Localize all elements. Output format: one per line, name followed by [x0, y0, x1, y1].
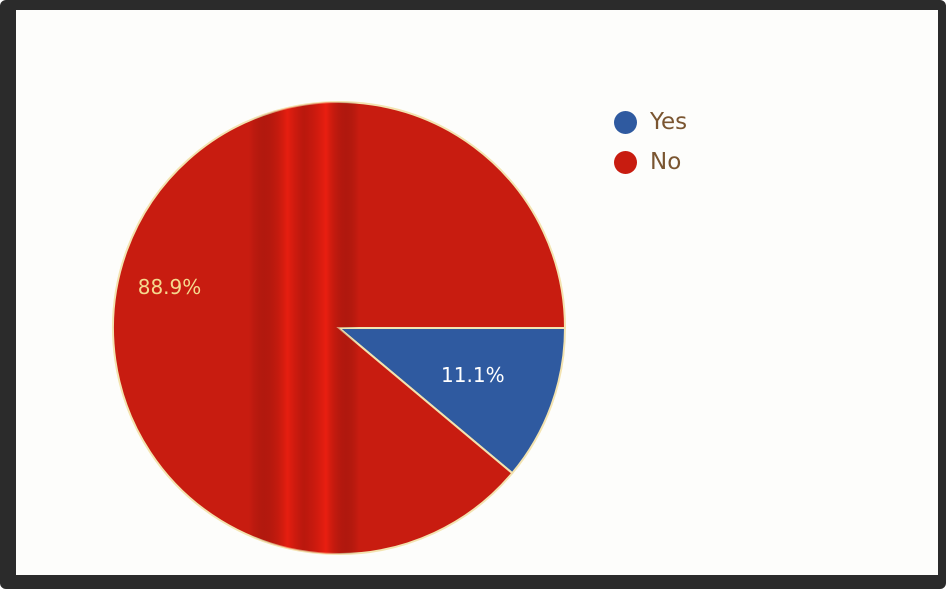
legend-swatch-yes	[614, 110, 637, 134]
pie-slice-texture	[249, 102, 359, 554]
legend: Yes No	[614, 102, 687, 182]
legend-label-no: No	[650, 149, 682, 175]
legend-item-no[interactable]: No	[614, 142, 687, 182]
legend-label-yes: Yes	[650, 109, 688, 135]
slice-label-no: 88.9%	[138, 275, 202, 299]
legend-swatch-no	[614, 150, 637, 174]
legend-item-yes[interactable]: Yes	[614, 102, 687, 142]
pie-chart: 11.1% 88.9%	[112, 101, 567, 555]
pie-slice-yes[interactable]	[336, 327, 567, 475]
slice-label-yes: 11.1%	[441, 363, 505, 387]
chart-panel: 11.1% 88.9% Yes No	[16, 10, 938, 575]
